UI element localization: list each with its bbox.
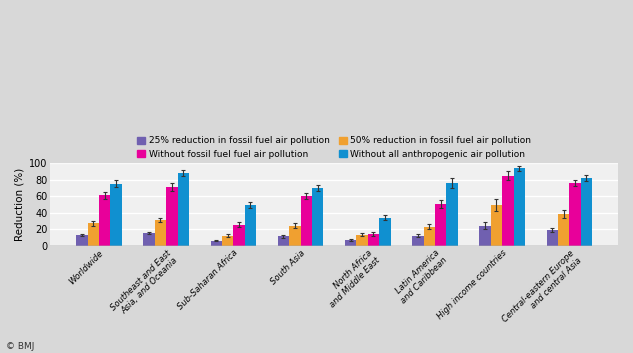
Bar (356, 235, 368, 245)
Bar (289, 226, 301, 245)
Bar (278, 237, 289, 245)
Bar (546, 230, 558, 245)
Bar (479, 226, 491, 245)
Bar (368, 234, 379, 245)
Bar (234, 225, 245, 245)
Bar (435, 204, 446, 245)
Text: © BMJ: © BMJ (6, 342, 35, 351)
Bar (143, 233, 154, 245)
Bar (166, 187, 178, 245)
Legend: 25% reduction in fossil fuel air pollution, Without fossil fuel fuel air polluti: 25% reduction in fossil fuel air polluti… (137, 136, 531, 159)
Bar (222, 235, 234, 245)
Bar (99, 195, 110, 245)
Bar (211, 240, 222, 245)
Bar (513, 168, 525, 245)
Bar (446, 183, 458, 245)
Bar (110, 184, 122, 245)
Bar (345, 240, 356, 245)
Bar (301, 196, 312, 245)
Bar (502, 175, 513, 245)
Bar (379, 217, 391, 245)
Bar (569, 183, 580, 245)
Bar (245, 205, 256, 245)
Bar (178, 173, 189, 245)
Bar (154, 220, 166, 245)
Bar (312, 188, 323, 245)
Bar (423, 227, 435, 245)
Bar (76, 235, 87, 245)
Bar (491, 205, 502, 245)
Bar (558, 214, 569, 245)
Bar (87, 223, 99, 245)
Bar (580, 178, 592, 245)
Y-axis label: Reduction (%): Reduction (%) (15, 168, 25, 241)
Bar (412, 235, 423, 245)
